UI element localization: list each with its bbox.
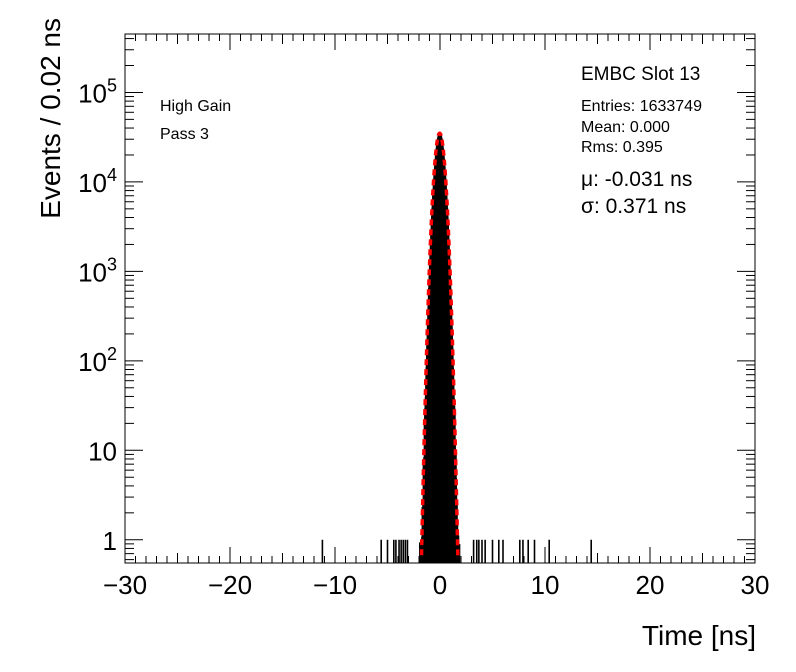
y-tick-label: 103 (78, 254, 117, 287)
annotation-slot: EMBC Slot 13 (581, 64, 701, 85)
annotation-pass: Pass 3 (160, 126, 209, 143)
annotation-mu: μ: -0.031 ns (581, 168, 693, 191)
y-tick-label: 105 (78, 75, 117, 108)
x-tick-label: −30 (103, 570, 147, 600)
x-tick-label: 10 (531, 570, 560, 600)
y-tick-label: 102 (78, 344, 117, 377)
x-axis-label: Time [ns] (641, 620, 756, 651)
annotation-rms: Rms: 0.395 (581, 139, 663, 156)
annotation-gain: High Gain (160, 98, 232, 115)
annotation-entries: Entries: 1633749 (581, 98, 702, 115)
annotation-sigma: σ: 0.371 ns (581, 195, 687, 218)
x-tick-label: −10 (313, 570, 357, 600)
y-axis-label: Events / 0.02 ns (35, 18, 66, 219)
annotation-mean: Mean: 0.000 (581, 119, 670, 136)
gaussian-fit-curve (419, 131, 460, 557)
x-tick-label: 20 (636, 570, 665, 600)
y-tick-label: 104 (78, 165, 117, 198)
y-tick-label: 1 (103, 526, 117, 556)
y-tick-label: 10 (88, 436, 117, 466)
x-tick-label: 30 (741, 570, 770, 600)
x-tick-label: −20 (208, 570, 252, 600)
x-tick-label: 0 (433, 570, 447, 600)
histogram-core (419, 132, 461, 563)
